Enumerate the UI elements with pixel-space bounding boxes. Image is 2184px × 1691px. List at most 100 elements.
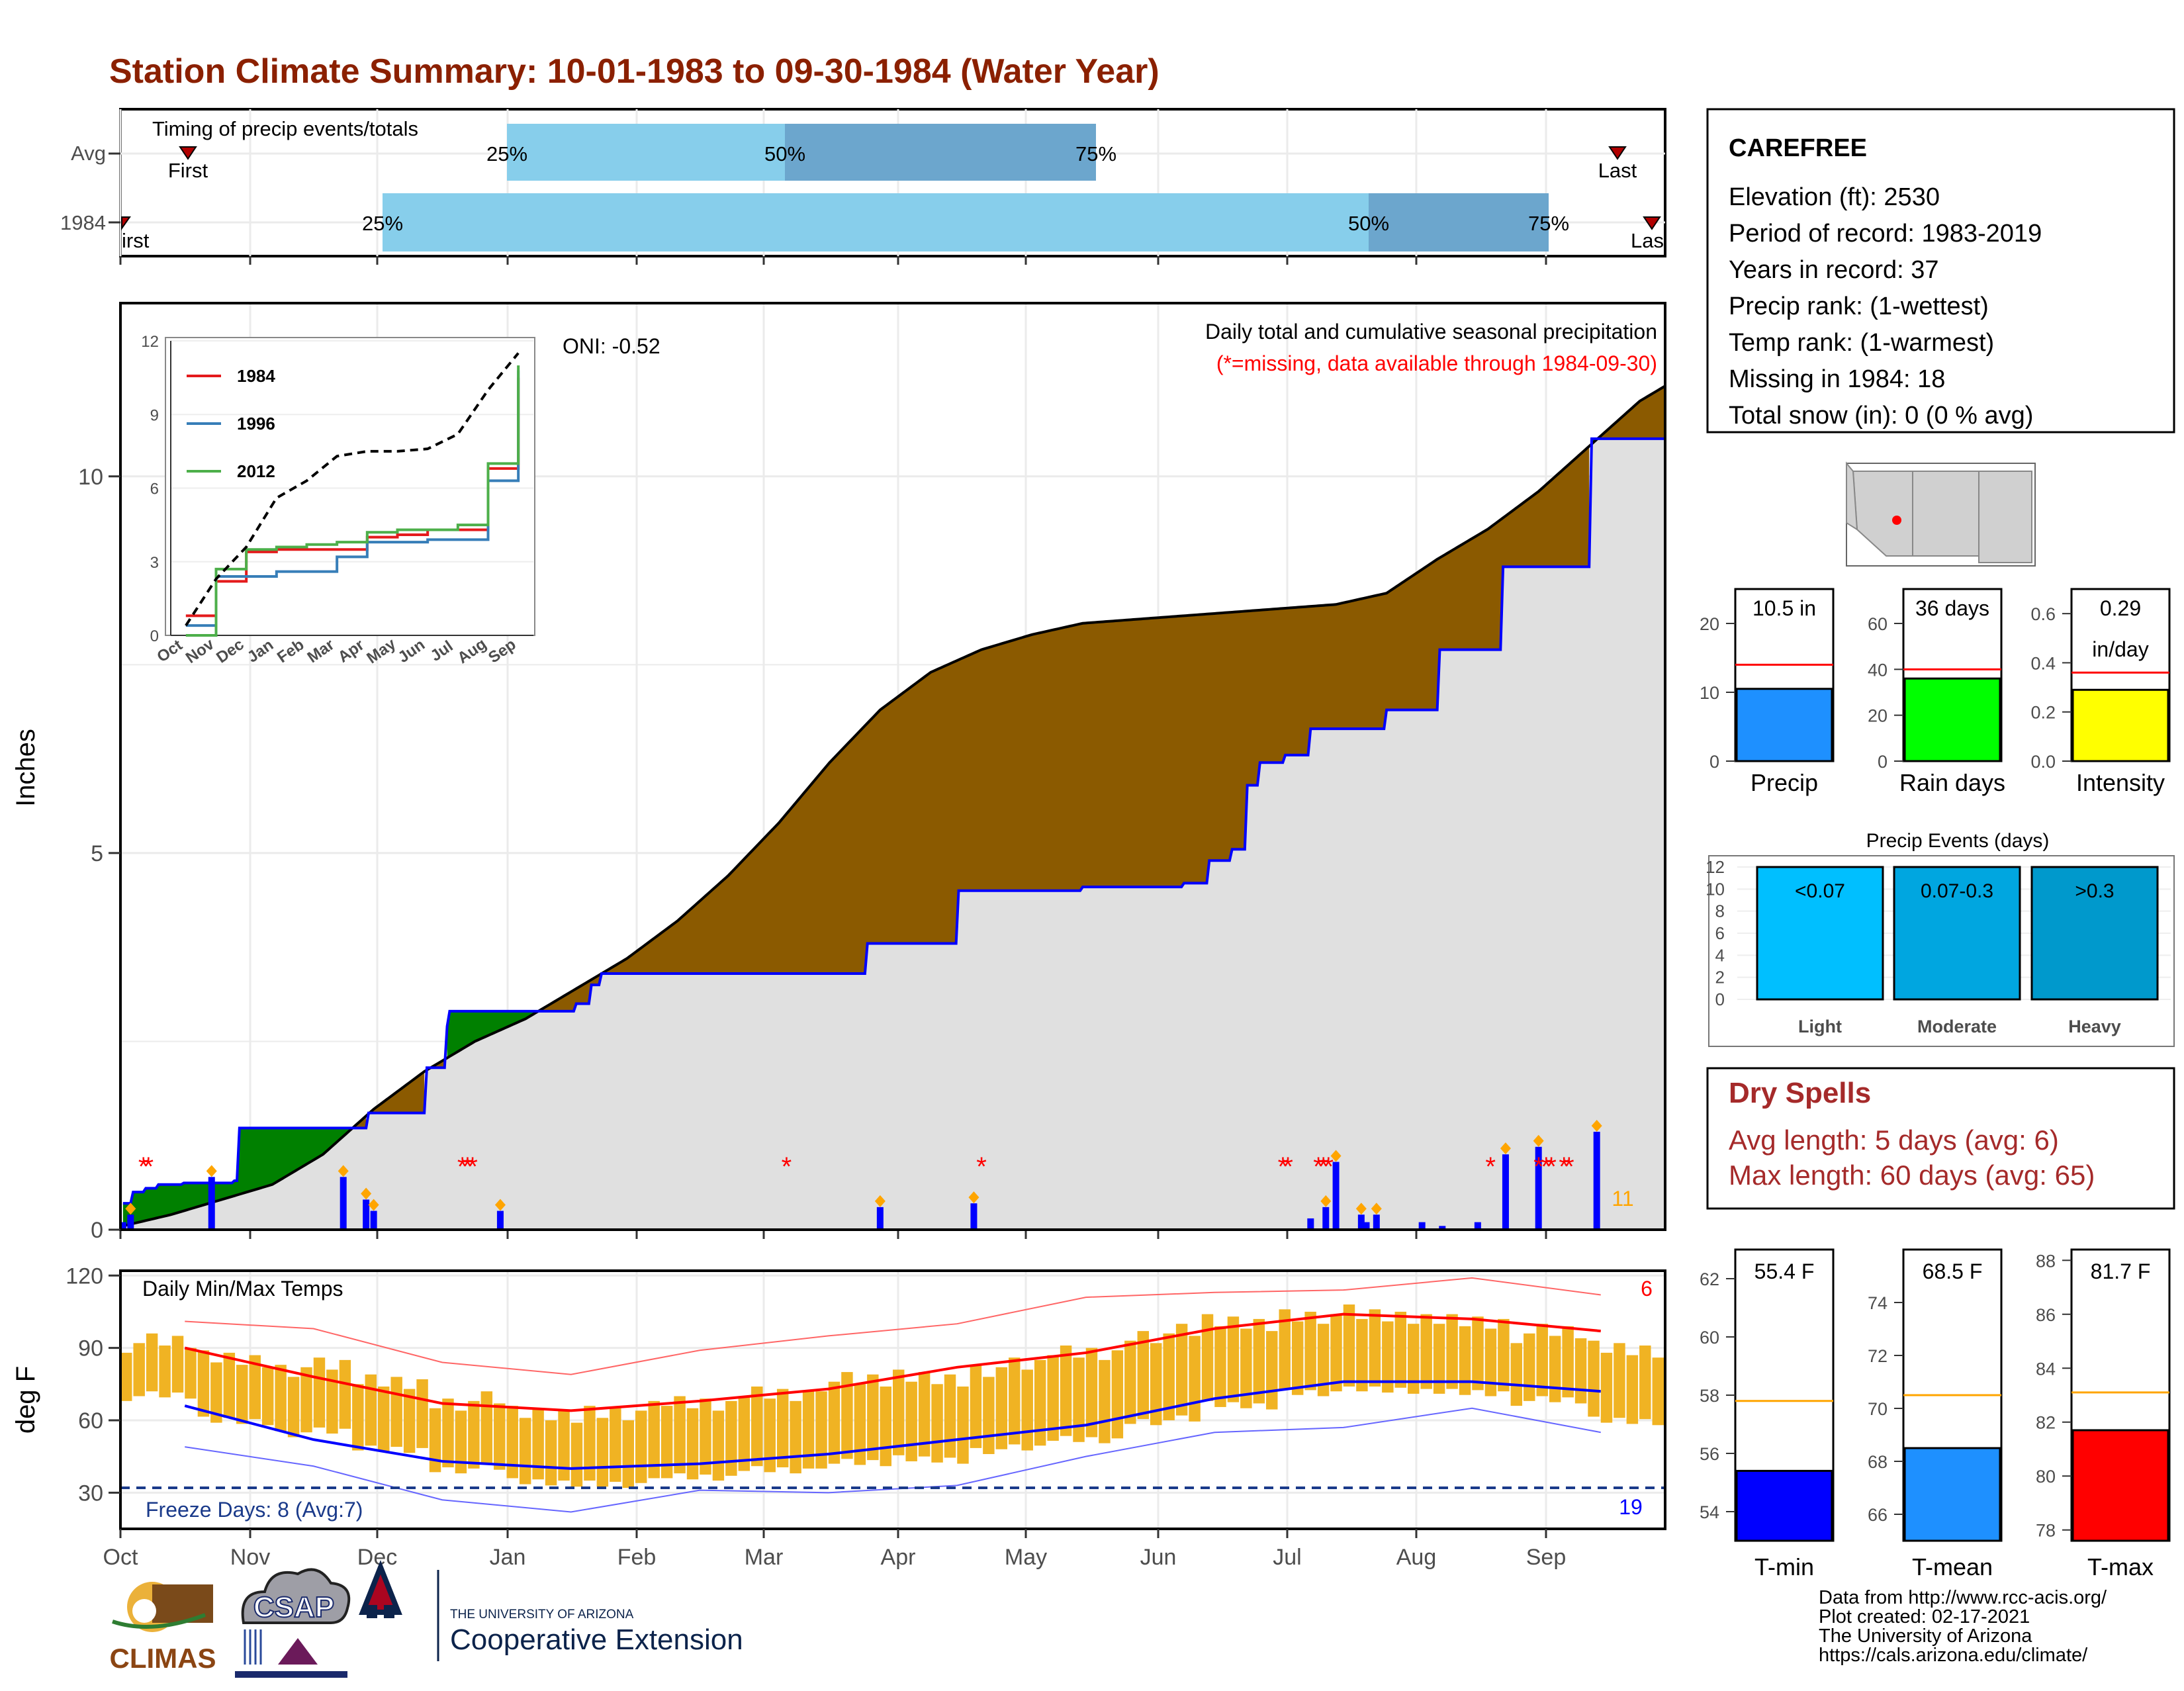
mini-value-unit: in/day	[2092, 637, 2148, 661]
y-tick-label: 0.2	[2030, 703, 2056, 723]
missing-marker: *	[782, 1152, 792, 1181]
mini-bar	[1903, 677, 2001, 762]
event-category-label: Light	[1798, 1017, 1842, 1036]
precip-bar	[970, 1203, 978, 1230]
mini-bar	[1735, 688, 1833, 762]
temp-range-bar	[1085, 1348, 1098, 1438]
temp-range-bar	[841, 1372, 853, 1459]
ylabel-degf: deg F	[11, 1366, 40, 1434]
year-quartile-light-bar	[383, 193, 1369, 251]
temp-range-bar	[1369, 1309, 1381, 1387]
month-tick-label: Jan	[490, 1545, 526, 1570]
temp-range-bar	[686, 1408, 699, 1480]
temp-range-bar	[275, 1365, 287, 1432]
temp-range-bar	[1498, 1318, 1510, 1392]
precip-bar	[1373, 1214, 1380, 1230]
month-tick-label: Dec	[357, 1545, 397, 1570]
y-tick-label: 9	[150, 406, 159, 424]
temp-range-bar	[918, 1372, 931, 1457]
y-tick-label: 0.4	[2030, 653, 2056, 673]
y-tick-label: 62	[1700, 1269, 1719, 1289]
temp-range-bar	[300, 1367, 312, 1433]
temp-line	[185, 1277, 1601, 1375]
cumulative-areas	[122, 385, 1666, 1230]
avg-last-marker-icon	[1608, 146, 1627, 160]
month-tick-label: Jun	[1140, 1545, 1177, 1570]
daily-precip-bars	[119, 1120, 1602, 1239]
missing-marker: *	[1559, 1152, 1569, 1181]
heavy-marker	[1320, 1195, 1332, 1207]
precip-bar	[1439, 1226, 1446, 1230]
mini-value-label: 10.5 in	[1752, 596, 1816, 620]
temp-range-bar	[1433, 1324, 1445, 1394]
station-line: Temp rank: (1-warmest)	[1729, 329, 1994, 357]
y-tick-label: 68	[1868, 1452, 1888, 1472]
temp-range-bar	[648, 1400, 660, 1479]
station-info-box: CAREFREE Elevation (ft): 2530 Period of …	[1706, 108, 2175, 434]
temp-range-bar	[133, 1343, 145, 1396]
temp-range-bar	[545, 1420, 557, 1486]
temp-range-bar	[802, 1391, 815, 1469]
temp-range-bar	[983, 1377, 995, 1455]
station-line: Years in record: 37	[1729, 256, 1939, 284]
avg-quartile-light-bar	[507, 124, 785, 181]
ylabel-inches: Inches	[11, 729, 40, 807]
year-cumulative-line	[122, 437, 1665, 1205]
heavy-marker	[1355, 1203, 1367, 1215]
temp-range-bar	[931, 1384, 943, 1463]
tmax-count-label: 6	[1641, 1277, 1653, 1301]
y-tick-label: 80	[2036, 1467, 2056, 1486]
temp-range-bar	[249, 1355, 261, 1420]
series-line	[185, 365, 520, 637]
precip-bar	[1322, 1207, 1330, 1230]
y-tick-label: 10	[1700, 683, 1719, 703]
dry-spells-max: Max length: 60 days (avg: 65)	[1729, 1160, 2095, 1191]
station-name: CAREFREE	[1729, 134, 1867, 162]
temp-range-bar	[674, 1396, 686, 1474]
events-title: Precip Events (days)	[1866, 830, 2050, 852]
deficit-area	[1599, 386, 1665, 439]
temp-bar	[2071, 1429, 2169, 1542]
credits-line: Data from http://www.rcc-acis.org/	[1819, 1587, 2107, 1608]
temp-range-bar	[790, 1400, 801, 1474]
precip-bar	[1418, 1222, 1426, 1230]
y-tick-label: 12	[141, 333, 159, 351]
temp-range-bar	[171, 1336, 184, 1393]
missing-marker: *	[457, 1152, 468, 1181]
temp-range-bar	[828, 1381, 841, 1464]
heavy-marker	[1330, 1150, 1342, 1162]
event-range-label: >0.3	[2075, 880, 2114, 902]
legend-label: 1996	[237, 414, 275, 434]
heavy-marker	[361, 1187, 372, 1200]
temp-range-bar	[1227, 1316, 1240, 1402]
y-tick-label: 5	[91, 841, 103, 866]
temp-range-bar	[1266, 1331, 1278, 1410]
map-state-newmexico	[1912, 471, 1979, 557]
temp-bar	[1903, 1447, 2001, 1542]
tmin-count-label: 19	[1619, 1495, 1643, 1519]
temp-range-bar	[1536, 1324, 1548, 1396]
temp-range-bar	[738, 1396, 751, 1471]
temp-chart-label: T-min	[1754, 1553, 1814, 1580]
precip-bar	[876, 1207, 884, 1230]
y-tick-label: 74	[1868, 1293, 1888, 1313]
y-tick-label: 10	[78, 465, 103, 490]
temp-value-label: 55.4 F	[1754, 1259, 1815, 1283]
temp-range-bar	[1524, 1333, 1535, 1401]
temp-range-bar	[1626, 1355, 1639, 1424]
temp-range-bar	[596, 1418, 609, 1487]
y-tick-label: 6	[150, 480, 159, 498]
temp-range-bar	[1021, 1369, 1033, 1451]
heavy-marker	[1371, 1203, 1382, 1215]
month-tick-label: Mar	[745, 1545, 784, 1570]
y-tick-label: 70	[1868, 1399, 1888, 1419]
avg-q75-label: 75%	[1075, 142, 1116, 165]
temp-range-bar	[1408, 1324, 1420, 1394]
deficit-area	[541, 446, 1590, 1011]
mini-value-label: 0.29	[2100, 596, 2141, 620]
mini-chart-label: Precip	[1751, 769, 1818, 796]
temp-range-bar	[223, 1352, 236, 1418]
temp-range-bar	[313, 1357, 326, 1428]
temp-range-bar	[1099, 1359, 1111, 1443]
temp-range-bar	[159, 1345, 171, 1398]
